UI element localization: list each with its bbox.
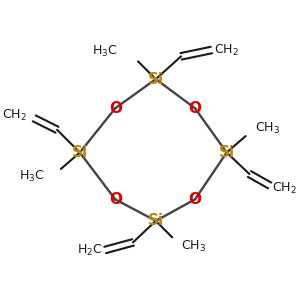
Text: H$_2$C: H$_2$C [77,242,103,257]
Text: Si: Si [148,72,164,87]
Text: O: O [109,101,122,116]
Text: O: O [188,192,202,207]
Text: CH$_3$: CH$_3$ [181,238,206,254]
Text: O: O [109,192,122,207]
Text: Si: Si [72,145,88,160]
Text: O: O [188,101,202,116]
Text: Si: Si [219,145,235,160]
Text: Si: Si [148,213,164,228]
Text: H$_3$C: H$_3$C [19,169,44,184]
Text: CH$_2$: CH$_2$ [2,108,27,123]
Text: CH$_3$: CH$_3$ [254,121,280,136]
Text: H$_3$C: H$_3$C [92,44,118,59]
Text: CH$_2$: CH$_2$ [214,43,239,58]
Text: CH$_2$: CH$_2$ [272,180,297,196]
